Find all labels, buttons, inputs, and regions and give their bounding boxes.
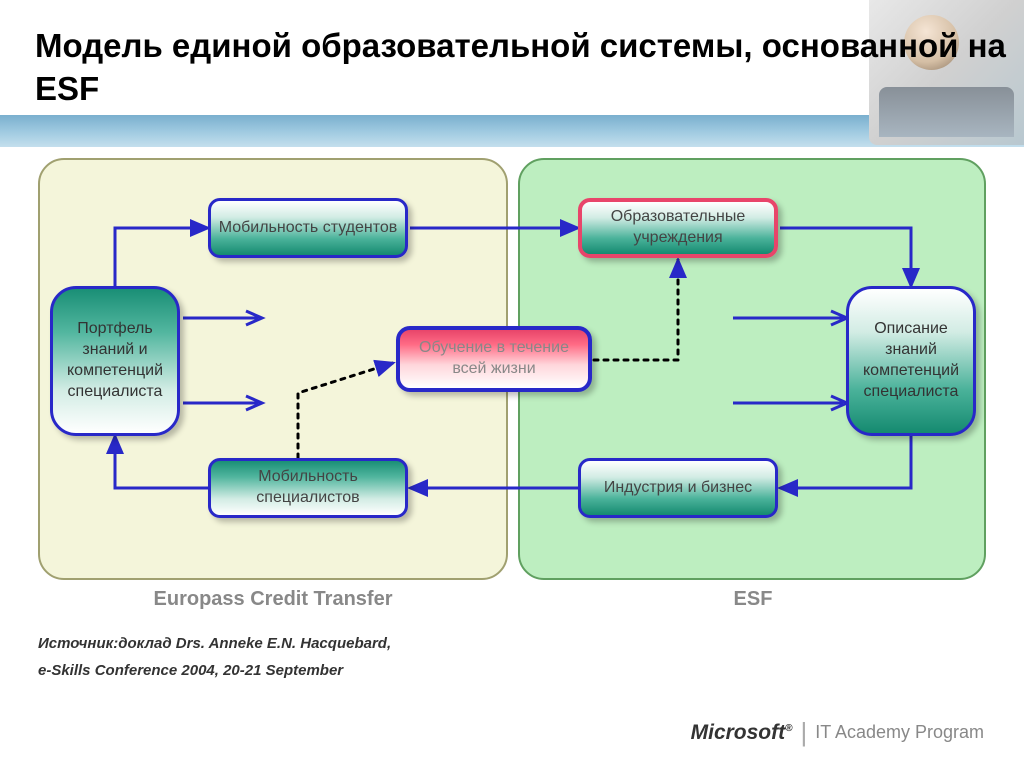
- microsoft-logo: Microsoft®: [691, 721, 793, 745]
- node-knowledge: Описание знаний компетенций специалиста: [846, 286, 976, 436]
- diagram-area: Europass Credit Transfer ESF Мобильность…: [38, 158, 986, 608]
- logo-divider: |: [801, 717, 808, 748]
- panel-label-left: Europass Credit Transfer: [48, 588, 498, 611]
- node-industry: Индустрия и бизнес: [578, 458, 778, 518]
- source-line-2: e-Skills Conference 2004, 20-21 Septembe…: [38, 662, 343, 679]
- panel-label-right: ESF: [528, 588, 978, 611]
- node-lifelong: Обучение в течение всей жизни: [396, 326, 592, 392]
- source-line-1: Источник:доклад Drs. Anneke E.N. Hacqueb…: [38, 635, 391, 652]
- slide-title: Модель единой образовательной системы, о…: [35, 25, 1024, 111]
- node-edu_inst: Образовательные учреждения: [578, 198, 778, 258]
- node-mob_spec: Мобильность специалистов: [208, 458, 408, 518]
- it-academy-text: IT Academy Program: [815, 722, 984, 743]
- node-mob_stud: Мобильность студентов: [208, 198, 408, 258]
- footer-logo: Microsoft® | IT Academy Program: [691, 717, 984, 748]
- node-portfolio: Портфель знаний и компетенций специалист…: [50, 286, 180, 436]
